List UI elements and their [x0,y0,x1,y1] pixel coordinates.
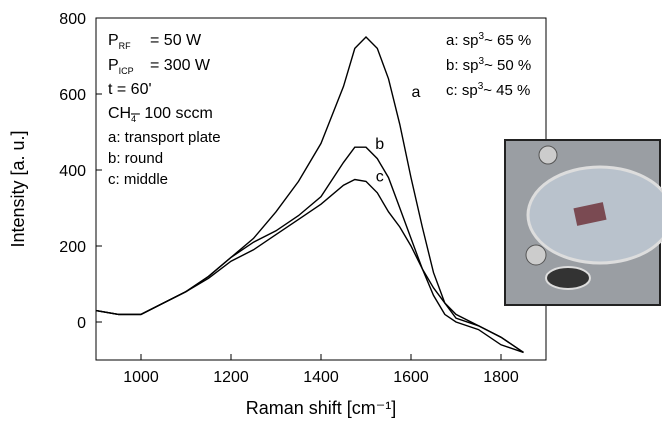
parameter-main: P [108,57,119,74]
inset-photo [504,139,662,306]
parameter-rest: – 100 sccm [131,105,213,122]
y-tick-label: 400 [59,163,86,180]
x-tick-label: 1800 [483,369,519,386]
sp3-sup: 3 [479,56,485,67]
parameter-sub: ICP [119,66,134,76]
sp3-label: b: sp3~ 50 % [446,56,531,74]
parameter-rest: = 50 W [150,32,202,49]
y-tick-label: 800 [59,11,86,28]
sp3-rest: ~ 50 % [484,57,531,74]
parameter: PRF = 50 W [108,32,202,51]
x-tick-label: 1200 [213,369,249,386]
sp3-sup: 3 [478,81,484,92]
parameter-main: t = 60' [108,81,152,98]
parameter-rest: = 300 W [150,57,211,74]
sample-label: c: middle [108,171,168,188]
y-tick-label: 0 [77,315,86,332]
y-axis-label: Intensity [a. u.] [8,130,28,247]
sp3-main: b: sp [446,57,479,74]
parameter: PICP = 300 W [108,57,211,76]
x-tick-label: 1400 [303,369,339,386]
x-axis-label: Raman shift [cm⁻¹] [246,398,397,418]
sp3-label: c: sp3~ 45 % [446,81,530,99]
series-label: a [412,84,421,101]
sp3-rest: ~ 65 % [484,32,531,49]
parameter: t = 60' [108,81,152,98]
sp3-main: a: sp [446,32,479,49]
series-line [95,178,524,353]
sp3-label: a: sp3~ 65 % [446,31,531,49]
sp3-sup: 3 [479,31,485,42]
parameter-sub: 4 [131,114,136,124]
sample-label: a: transport plate [108,129,221,146]
series-label: c [376,169,384,186]
sample-label: b: round [108,150,163,167]
y-tick-label: 200 [59,239,86,256]
parameter-main: P [108,32,119,49]
parameter-sub: RF [119,41,131,51]
sp3-main: c: sp [446,82,478,99]
sp3-rest: ~ 45 % [483,82,530,99]
parameter: CH4– 100 sccm [108,105,213,124]
parameter-main: CH [108,105,131,122]
x-tick-label: 1600 [393,369,429,386]
x-tick-label: 1000 [123,369,159,386]
series-label: b [375,136,384,153]
y-tick-label: 600 [59,87,86,104]
